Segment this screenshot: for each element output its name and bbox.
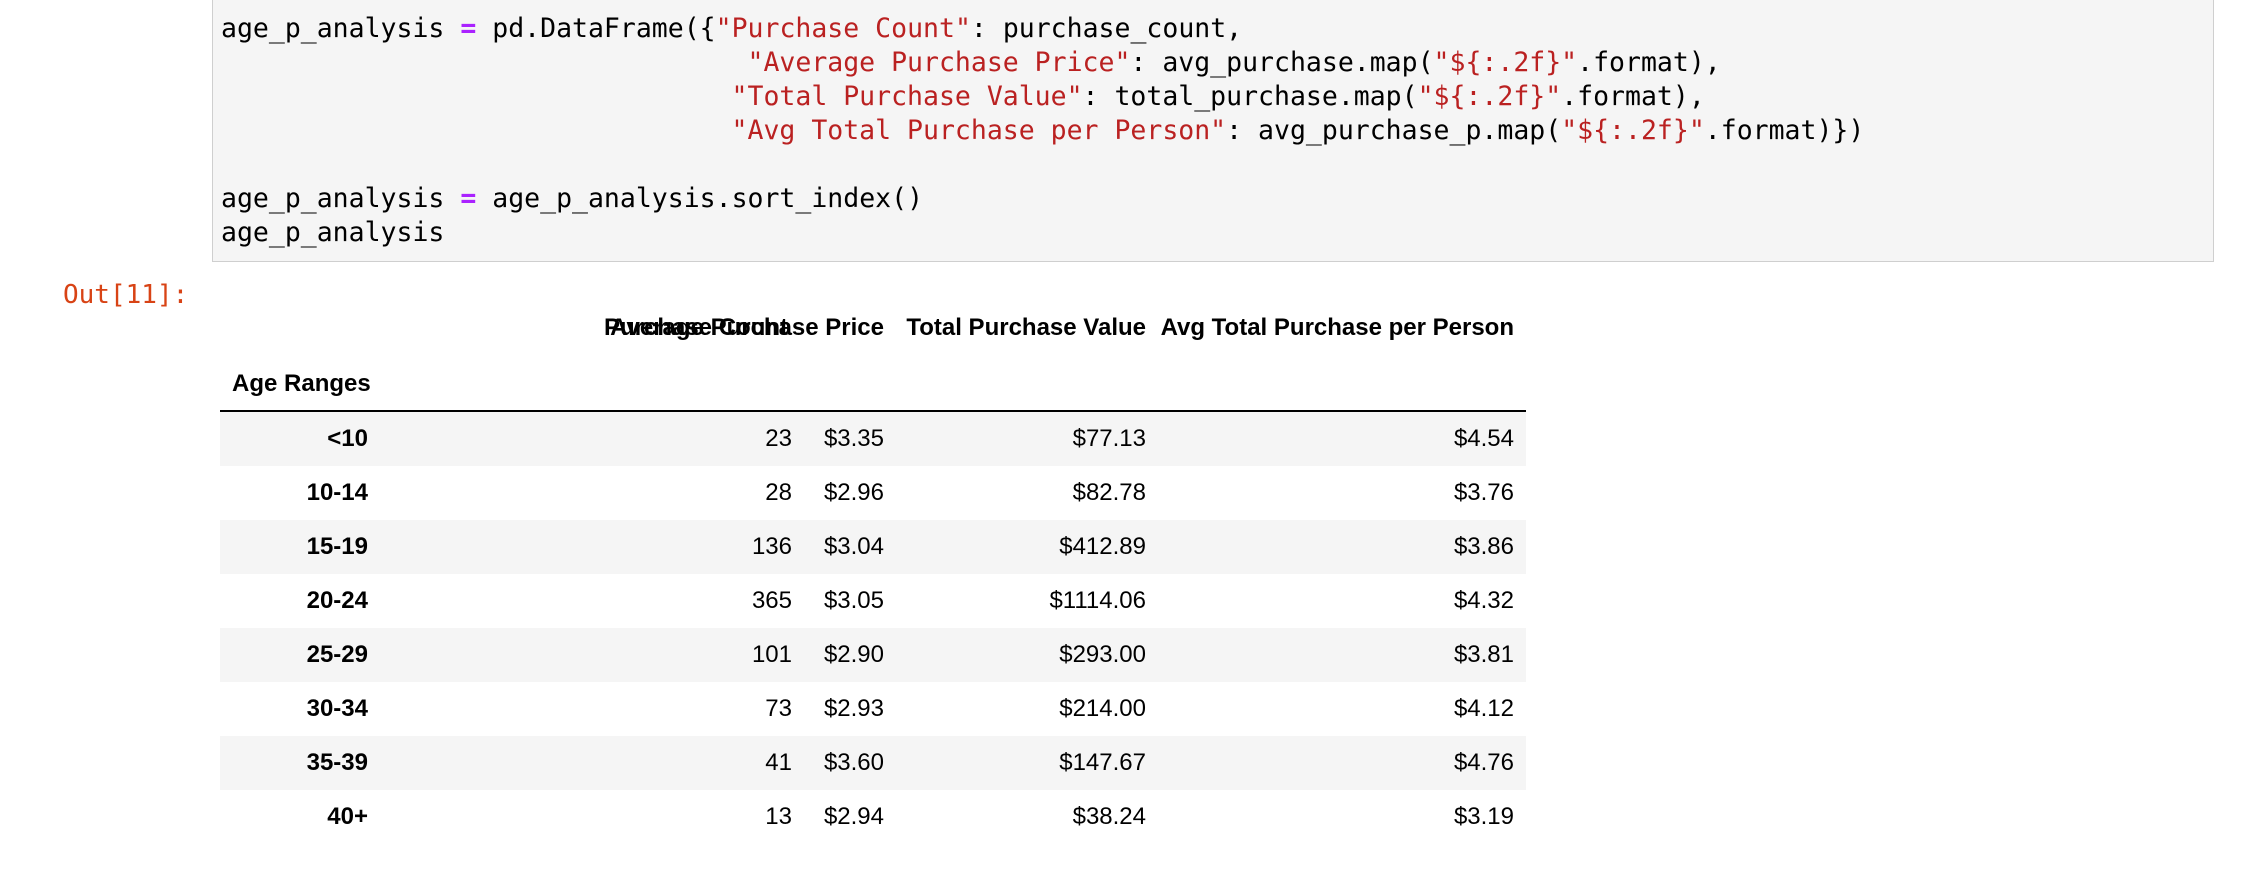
code-token: .format),: [1577, 47, 1721, 78]
table-cell: 101: [751, 641, 792, 668]
code-token: age_p_analysis: [221, 13, 461, 44]
table-cell: 23: [765, 425, 792, 452]
code-line: age_p_analysis: [221, 216, 444, 250]
code-string: "Average Purchase Price": [747, 47, 1131, 78]
code-token: .format),: [1561, 81, 1705, 112]
table-cell: $3.81: [1453, 641, 1514, 668]
column-header-total-purchase-value: Total Purchase Value: [906, 314, 1146, 341]
table-header-row: Purchase Count Average Purchase Price To…: [220, 298, 1526, 358]
table-cell: $147.67: [1059, 749, 1146, 776]
column-header-avg-total-purchase-per-person: Avg Total Purchase per Person: [1160, 314, 1514, 341]
column-header-purchase-count: Purchase Count: [603, 314, 788, 341]
code-token: age_p_analysis: [221, 217, 445, 248]
index-name: Age Ranges: [232, 370, 371, 397]
output-prompt: Out[11]:: [63, 280, 189, 310]
row-index-label: 40+: [327, 803, 368, 830]
row-index-label: 35-39: [306, 749, 368, 776]
index-header-blank: [220, 298, 380, 358]
table-cell: $4.32: [1453, 587, 1514, 614]
table-cell: $412.89: [1059, 533, 1146, 560]
code-token: : avg_purchase.map(: [1130, 47, 1434, 78]
row-index-label: 25-29: [306, 641, 368, 668]
table-cell: $82.78: [1072, 479, 1146, 506]
row-index-label: <10: [327, 425, 368, 452]
code-string: "Purchase Count": [715, 13, 971, 44]
code-token: : total_purchase.map(: [1082, 81, 1418, 112]
code-token: pd.DataFrame({: [476, 13, 716, 44]
code-cell[interactable]: age_p_analysis = pd.DataFrame({"Purchase…: [212, 0, 2214, 262]
code-operator: =: [460, 183, 477, 214]
table-cell: $2.93: [823, 695, 884, 722]
code-token: .format)}): [1704, 115, 1865, 146]
code-string: "Avg Total Purchase per Person": [731, 115, 1227, 146]
table-cell: $4.54: [1453, 425, 1514, 452]
table-cell: $77.13: [1072, 425, 1146, 452]
table-cell: 13: [765, 803, 792, 830]
code-token: age_p_analysis.sort_index(): [476, 183, 924, 214]
table-row: 20-24 365 $3.05 $1114.06 $4.32: [220, 574, 1526, 628]
code-line: "Total Purchase Value": total_purchase.m…: [221, 80, 1705, 114]
table-cell: 28: [765, 479, 792, 506]
table-row: 10-14 28 $2.96 $82.78 $3.76: [220, 466, 1526, 520]
column-header-average-purchase-price: Average Purchase Price: [610, 314, 884, 341]
table-cell: $3.19: [1453, 803, 1514, 830]
code-token: [221, 47, 748, 78]
code-token: age_p_analysis: [221, 183, 461, 214]
table-cell: $3.76: [1453, 479, 1514, 506]
row-index-label: 10-14: [306, 479, 368, 506]
row-index-label: 15-19: [306, 533, 368, 560]
code-string: "${:.2f}": [1433, 47, 1578, 78]
code-token: [221, 81, 732, 112]
table-cell: $3.04: [823, 533, 884, 560]
code-line: age_p_analysis = pd.DataFrame({"Purchase…: [221, 12, 1242, 46]
table-cell: 73: [765, 695, 792, 722]
table-cell: $3.35: [823, 425, 884, 452]
table-cell: $3.05: [823, 587, 884, 614]
table-cell: $2.94: [823, 803, 884, 830]
code-token: : avg_purchase_p.map(: [1226, 115, 1562, 146]
code-line: "Avg Total Purchase per Person": avg_pur…: [221, 114, 1865, 148]
table-cell: $38.24: [1072, 803, 1146, 830]
table-cell: $4.76: [1453, 749, 1514, 776]
code-string: "Total Purchase Value": [731, 81, 1083, 112]
table-row: 15-19 136 $3.04 $412.89 $3.86: [220, 520, 1526, 574]
table-row: 25-29 101 $2.90 $293.00 $3.81: [220, 628, 1526, 682]
table-cell: 41: [765, 749, 792, 776]
code-line: "Average Purchase Price": avg_purchase.m…: [221, 46, 1721, 80]
table-cell: $2.96: [823, 479, 884, 506]
table-cell: $4.12: [1453, 695, 1514, 722]
table-cell: $3.60: [823, 749, 884, 776]
table-cell: $293.00: [1059, 641, 1146, 668]
table-cell: 365: [751, 587, 792, 614]
code-token: : purchase_count,: [970, 13, 1243, 44]
row-index-label: 20-24: [306, 587, 368, 614]
table-cell: $1114.06: [1049, 587, 1146, 614]
table-row: <10 23 $3.35 $77.13 $4.54: [220, 412, 1526, 466]
table-row: 30-34 73 $2.93 $214.00 $4.12: [220, 682, 1526, 736]
code-line: age_p_analysis = age_p_analysis.sort_ind…: [221, 182, 923, 216]
table-cell: 136: [751, 533, 792, 560]
table-row: 35-39 41 $3.60 $147.67 $4.76: [220, 736, 1526, 790]
code-token: [221, 115, 732, 146]
table-cell: $3.86: [1453, 533, 1514, 560]
table-cell: $2.90: [823, 641, 884, 668]
code-string: "${:.2f}": [1561, 115, 1705, 146]
code-operator: =: [460, 13, 477, 44]
code-string: "${:.2f}": [1417, 81, 1562, 112]
row-index-label: 30-34: [306, 695, 368, 722]
table-row: 40+ 13 $2.94 $38.24 $3.19: [220, 790, 1526, 844]
table-cell: $214.00: [1059, 695, 1146, 722]
index-name-row: Age Ranges: [220, 358, 1526, 412]
